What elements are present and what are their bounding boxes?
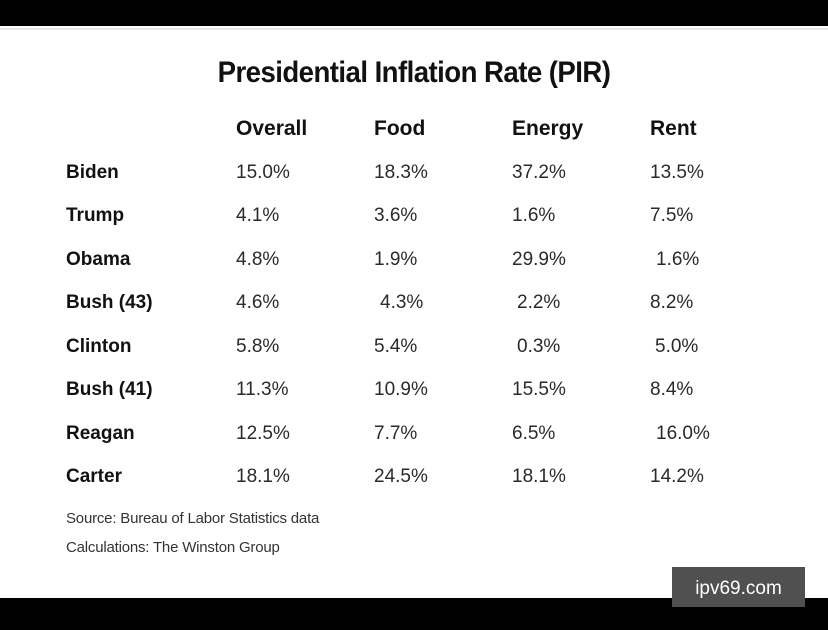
cell-rent: 8.4% bbox=[650, 379, 694, 400]
inflation-table: Overall Food Energy Rent Biden 15.0% 18.3%… bbox=[66, 117, 710, 487]
row-label: Bush (41) bbox=[66, 379, 153, 400]
cell-rent: 7.5% bbox=[650, 205, 694, 226]
row-label: Carter bbox=[66, 466, 122, 487]
column-header-rent: Rent bbox=[650, 117, 697, 140]
cell-overall: 4.8% bbox=[236, 249, 280, 270]
cell-rent: 5.0% bbox=[655, 336, 699, 357]
cell-overall: 4.1% bbox=[236, 205, 280, 226]
cell-energy: 1.6% bbox=[512, 205, 556, 226]
row-label: Bush (43) bbox=[66, 292, 153, 313]
cell-food: 3.6% bbox=[374, 205, 418, 226]
cell-food: 7.7% bbox=[374, 423, 418, 444]
cell-food: 24.5% bbox=[374, 466, 428, 487]
cell-food: 10.9% bbox=[374, 379, 428, 400]
cell-rent: 8.2% bbox=[650, 292, 694, 313]
column-header-energy: Energy bbox=[512, 117, 584, 140]
cell-energy: 2.2% bbox=[517, 292, 561, 313]
cell-energy: 18.1% bbox=[512, 466, 566, 487]
row-label: Obama bbox=[66, 249, 131, 270]
cell-overall: 12.5% bbox=[236, 423, 290, 444]
chart-title: Presidential Inflation Rate (PIR) bbox=[217, 56, 611, 89]
cell-overall: 18.1% bbox=[236, 466, 290, 487]
cell-food: 1.9% bbox=[374, 249, 418, 270]
cell-food: 5.4% bbox=[374, 336, 418, 357]
column-header-overall: Overall bbox=[236, 117, 308, 140]
cell-rent: 14.2% bbox=[650, 466, 704, 487]
row-label: Clinton bbox=[66, 336, 132, 357]
cell-rent: 13.5% bbox=[650, 162, 704, 183]
cell-overall: 11.3% bbox=[236, 379, 289, 400]
cell-energy: 15.5% bbox=[512, 379, 566, 400]
cell-overall: 4.6% bbox=[236, 292, 280, 313]
watermark-badge: ipv69.com bbox=[672, 567, 805, 607]
cell-food: 18.3% bbox=[374, 162, 428, 183]
cell-energy: 0.3% bbox=[517, 336, 561, 357]
cell-rent: 16.0% bbox=[656, 423, 710, 444]
cell-overall: 15.0% bbox=[236, 162, 290, 183]
cell-energy: 37.2% bbox=[512, 162, 566, 183]
row-label: Trump bbox=[66, 205, 125, 226]
cell-food: 4.3% bbox=[380, 292, 424, 313]
top-divider bbox=[0, 28, 828, 30]
cell-energy: 6.5% bbox=[512, 423, 556, 444]
source-note: Source: Bureau of Labor Statistics data bbox=[66, 510, 320, 527]
cell-rent: 1.6% bbox=[656, 249, 700, 270]
row-label: Reagan bbox=[66, 423, 135, 444]
cell-overall: 5.8% bbox=[236, 336, 280, 357]
column-header-food: Food bbox=[374, 117, 426, 140]
cell-energy: 29.9% bbox=[512, 249, 566, 270]
top-black-bar bbox=[0, 0, 828, 26]
row-label: Biden bbox=[66, 162, 119, 183]
calculations-note: Calculations: The Winston Group bbox=[66, 539, 280, 556]
